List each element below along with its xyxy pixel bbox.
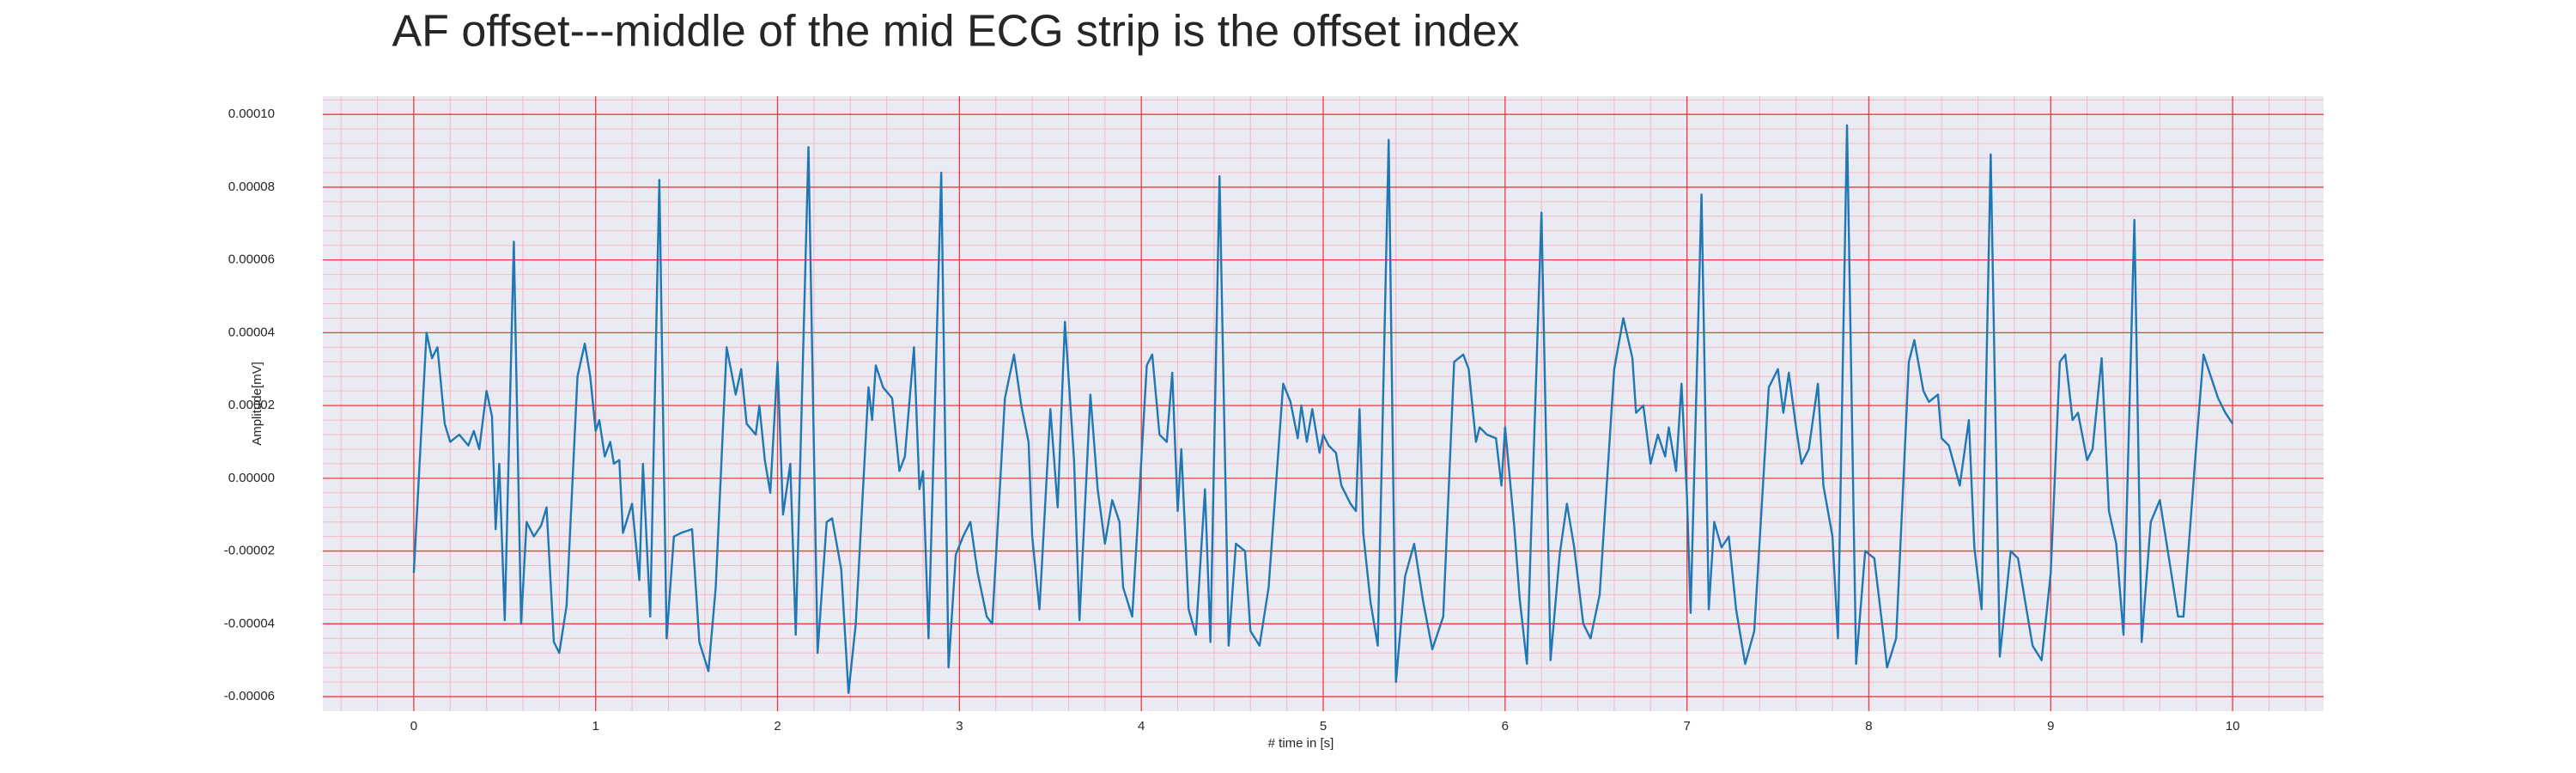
y-tick-label: 0.00002 [228,398,275,412]
x-tick-label: 9 [2047,719,2054,733]
x-tick-label: 6 [1502,719,1509,733]
chart-title: AF offset---middle of the mid ECG strip … [392,7,1519,57]
ecg-line [412,124,2234,695]
y-tick-label: -0.00006 [224,689,275,703]
x-tick-label: 1 [592,719,599,733]
x-tick-label: 3 [956,719,963,733]
x-tick-label: 7 [1683,719,1690,733]
x-tick-label: 2 [774,719,781,733]
x-tick-label: 4 [1138,719,1145,733]
x-axis-label: # time in [s] [1268,736,1334,751]
y-tick-label: -0.00002 [224,544,275,558]
y-tick-label: 0.00006 [228,253,275,267]
y-tick-label: -0.00004 [224,616,275,630]
x-tick-label: 0 [410,719,417,733]
y-axis-label: Amplitude[mV] [250,362,264,446]
x-tick-label: 8 [1865,719,1872,733]
x-tick-label: 10 [2226,719,2240,733]
y-tick-label: 0.00000 [228,471,275,485]
y-tick-label: 0.00008 [228,180,275,194]
y-tick-label: 0.00010 [228,107,275,121]
y-tick-label: 0.00004 [228,325,275,339]
x-tick-label: 5 [1320,719,1327,733]
